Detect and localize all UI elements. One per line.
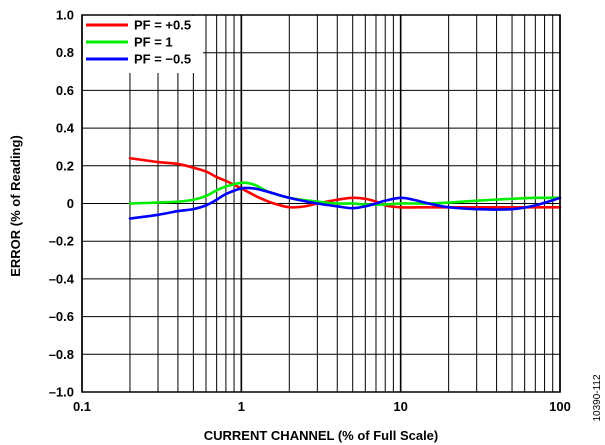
x-axis-title: CURRENT CHANNEL (% of Full Scale) (204, 428, 439, 443)
y-tick-label: 0.2 (56, 158, 74, 173)
series-line-3 (128, 186, 562, 220)
x-tick-label: 1 (238, 399, 245, 414)
legend-label: PF = +0.5 (134, 18, 191, 33)
y-tick-label: 0.4 (56, 121, 75, 136)
series-line-2 (128, 181, 562, 206)
legend-label: PF = 1 (134, 35, 173, 50)
y-tick-label: –0.6 (49, 309, 74, 324)
y-tick-label: –0.4 (49, 271, 75, 286)
legend: PF = +0.5 PF = 1 PF = −0.5 (83, 16, 203, 73)
figure-id: 10390-112 (592, 374, 603, 422)
x-tick-label: 0.1 (73, 399, 91, 414)
y-tick-label: –1.0 (49, 385, 74, 400)
x-tick-label: 10 (393, 399, 407, 414)
y-tick-label: –0.2 (49, 234, 74, 249)
series-layer (128, 156, 562, 220)
x-tick-label: 100 (549, 399, 571, 414)
plot-frame (81, 14, 561, 393)
y-tick-label: 0.8 (56, 45, 74, 60)
y-tick-label: 0 (67, 196, 74, 211)
y-axis-title: ERROR (% of Reading) (8, 135, 23, 277)
y-tick-label: 1.0 (56, 8, 74, 23)
y-tick-label: 0.6 (56, 83, 74, 98)
y-tick-label: –0.8 (49, 347, 74, 362)
legend-label: PF = −0.5 (134, 52, 191, 67)
tick-labels: 1.0 0.8 0.6 0.4 0.2 0 –0.2 –0.4 –0.6 –0.8 –1.00.1 1… (49, 8, 571, 415)
